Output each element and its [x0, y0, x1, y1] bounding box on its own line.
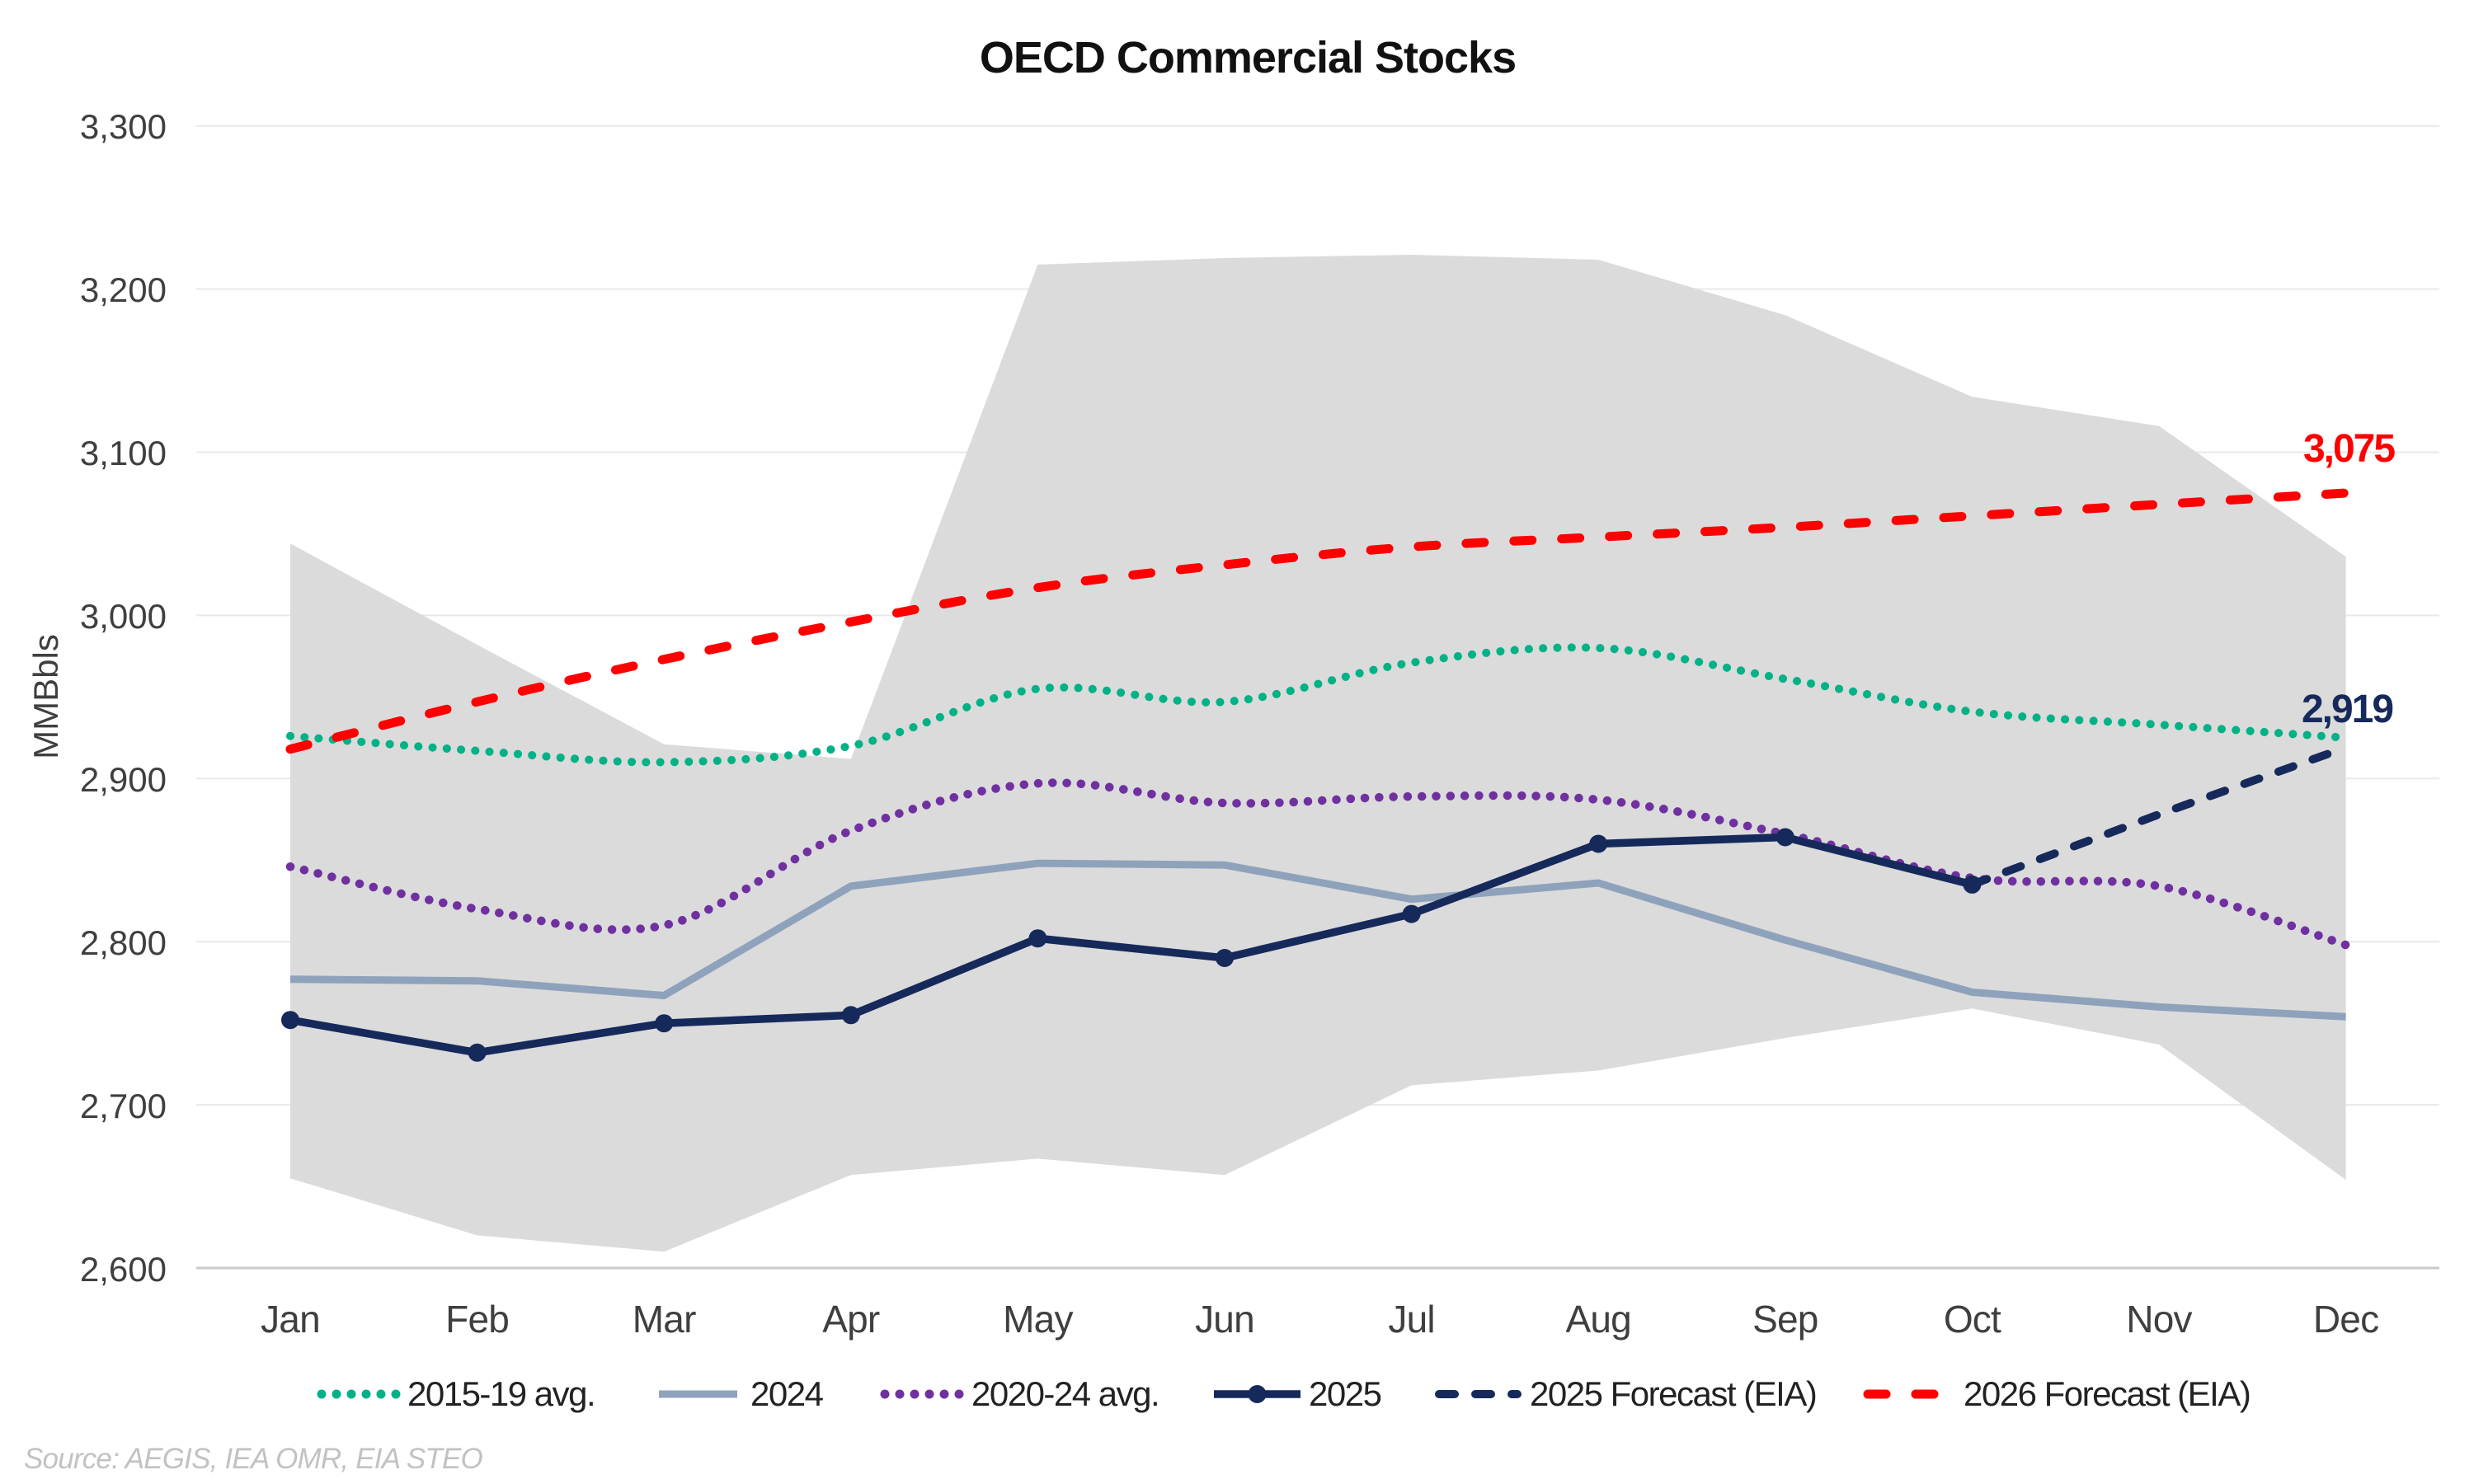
svg-text:2,600: 2,600: [80, 1250, 167, 1289]
svg-text:OECD Commercial Stocks: OECD Commercial Stocks: [980, 33, 1516, 82]
svg-text:2,800: 2,800: [80, 923, 167, 962]
svg-text:3,100: 3,100: [80, 434, 167, 472]
svg-text:2024: 2024: [750, 1374, 824, 1413]
svg-text:3,300: 3,300: [80, 107, 167, 146]
svg-text:2025 Forecast (EIA): 2025 Forecast (EIA): [1530, 1374, 1816, 1413]
svg-text:2020-24 avg.: 2020-24 avg.: [971, 1374, 1159, 1413]
svg-text:Oct: Oct: [1944, 1298, 2001, 1341]
svg-text:3,200: 3,200: [80, 270, 167, 309]
svg-text:Dec: Dec: [2313, 1298, 2378, 1341]
svg-text:2,900: 2,900: [80, 760, 167, 799]
svg-text:2026 Forecast (EIA): 2026 Forecast (EIA): [1964, 1374, 2250, 1413]
svg-text:Sep: Sep: [1752, 1298, 1818, 1341]
svg-text:Mar: Mar: [633, 1298, 696, 1341]
svg-text:Jan: Jan: [261, 1298, 320, 1341]
svg-text:3,075: 3,075: [2303, 427, 2395, 471]
svg-text:May: May: [1003, 1298, 1073, 1341]
svg-text:2,700: 2,700: [80, 1087, 167, 1125]
svg-text:2,919: 2,919: [2302, 688, 2392, 731]
svg-text:Jul: Jul: [1388, 1298, 1434, 1341]
svg-text:3,000: 3,000: [80, 597, 167, 636]
svg-text:Nov: Nov: [2126, 1298, 2192, 1341]
svg-text:Jun: Jun: [1195, 1298, 1254, 1341]
svg-text:2015-19 avg.: 2015-19 avg.: [407, 1374, 595, 1413]
svg-text:Feb: Feb: [445, 1298, 509, 1341]
svg-text:Source: AEGIS, IEA OMR, EIA ST: Source: AEGIS, IEA OMR, EIA STEO: [24, 1443, 483, 1475]
svg-text:2025: 2025: [1309, 1374, 1381, 1413]
svg-text:Aug: Aug: [1565, 1298, 1630, 1341]
svg-text:MMBbls: MMBbls: [26, 634, 65, 759]
svg-text:Apr: Apr: [822, 1298, 880, 1341]
